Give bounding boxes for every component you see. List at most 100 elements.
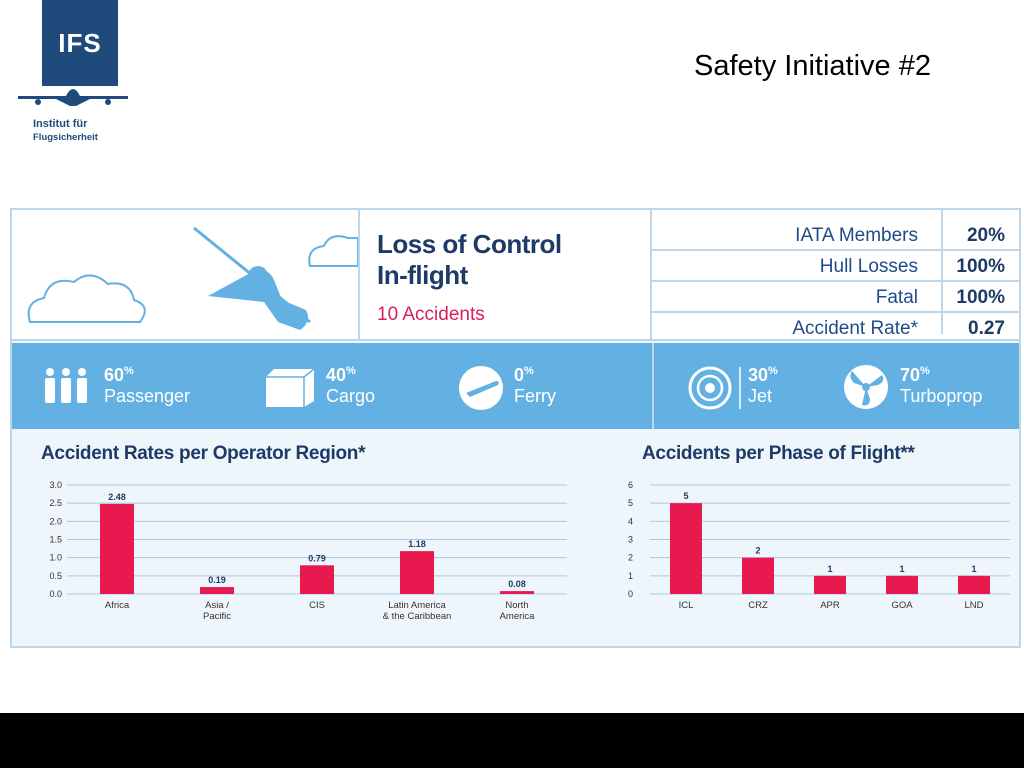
data-label: 2 <box>755 546 760 556</box>
x-tick-label: Asia / Pacific <box>203 600 231 622</box>
y-tick-label: 2 <box>628 553 633 563</box>
y-tick-label: 6 <box>628 480 633 490</box>
passenger-icon <box>45 368 87 403</box>
ferry-icon <box>459 366 503 410</box>
y-tick-label: 1.0 <box>49 553 62 563</box>
propulsion-label: Jet <box>748 386 773 406</box>
x-tick-label: GOA <box>891 600 913 611</box>
x-tick-label: APR <box>820 600 840 611</box>
logo-box <box>42 0 118 86</box>
logo-name-line2: Flugsicherheit <box>33 132 98 143</box>
turboprop-icon <box>844 365 888 409</box>
operation-label: Passenger <box>104 386 191 406</box>
data-label: 0.19 <box>208 575 226 585</box>
y-tick-label: 0.0 <box>49 589 62 599</box>
logo-letters: IFS <box>58 28 102 58</box>
logo-name: Institut für Flugsicherheit <box>33 118 133 144</box>
operation-label: Ferry <box>514 386 556 406</box>
bar <box>500 591 534 594</box>
bar <box>670 503 702 594</box>
stat-value: 20% <box>966 225 1005 246</box>
airplane-icon <box>18 89 128 106</box>
operation-value: 60% <box>104 365 134 385</box>
data-label: 1.18 <box>408 539 426 549</box>
cloud-icon <box>27 274 146 323</box>
stat-row-accident-rate: Accident Rate* 0.27 <box>652 313 1019 344</box>
x-tick-label: ICL <box>679 600 694 611</box>
stat-value: 100% <box>956 256 1005 277</box>
divider <box>650 210 652 339</box>
jet-icon <box>688 366 741 410</box>
bar <box>742 557 774 594</box>
propulsion-value: 30% <box>748 365 778 385</box>
logo-name-line1: Institut für <box>33 118 88 130</box>
category-title: Loss of Control In-flight <box>377 229 562 291</box>
x-tick-label: CIS <box>309 600 325 611</box>
data-label: 0.08 <box>508 579 526 589</box>
cloud-icon <box>308 235 358 267</box>
propulsion-value: 70% <box>900 365 930 385</box>
region-chart-title: Accident Rates per Operator Region* <box>41 443 366 464</box>
accident-count: 10 Accidents <box>377 304 485 325</box>
slide-title: Safety Initiative #2 <box>694 50 931 82</box>
stat-row-hull-losses: Hull Losses 100% <box>652 251 1019 282</box>
bar <box>100 503 134 594</box>
x-tick-label: CRZ <box>748 600 768 611</box>
operation-value: 40% <box>326 365 356 385</box>
data-label: 1 <box>971 564 976 574</box>
x-tick-label: Latin America & the Caribbean <box>383 600 452 622</box>
bar <box>300 565 334 594</box>
stat-label: Accident Rate* <box>792 318 918 339</box>
data-label: 5 <box>683 491 688 501</box>
category-title-line1: Loss of Control <box>377 229 562 259</box>
stat-label: Hull Losses <box>819 256 918 277</box>
stat-value: 0.27 <box>968 318 1005 339</box>
y-tick-label: 1 <box>628 571 633 581</box>
falling-aircraft-icon <box>208 270 308 330</box>
data-label: 1 <box>899 564 904 574</box>
x-tick-label: LND <box>964 600 983 611</box>
data-label: 1 <box>827 564 832 574</box>
y-tick-label: 4 <box>628 516 633 526</box>
bar <box>886 575 918 594</box>
phase-chart-title: Accidents per Phase of Flight** <box>642 443 915 464</box>
stat-label: IATA Members <box>795 225 918 246</box>
bar <box>814 575 846 594</box>
y-tick-label: 2.0 <box>49 516 62 526</box>
y-tick-label: 0.5 <box>49 571 62 581</box>
cargo-icon <box>266 368 315 407</box>
propulsion-label: Turboprop <box>900 386 983 406</box>
category-title-line2: In-flight <box>377 260 468 290</box>
infographic-panel: Loss of Control In-flight 10 Accidents I… <box>10 208 1021 648</box>
y-tick-label: 5 <box>628 498 633 508</box>
stat-row-iata-members: IATA Members 20% <box>652 220 1019 251</box>
data-label: 0.79 <box>308 553 326 563</box>
bar <box>958 575 990 594</box>
stat-label: Fatal <box>875 287 918 308</box>
y-tick-label: 2.5 <box>49 498 62 508</box>
operation-value: 0% <box>514 365 534 385</box>
bar <box>400 551 434 594</box>
x-tick-label: North America <box>500 600 536 622</box>
footer-bar <box>0 713 1024 768</box>
loss-of-control-illustration <box>27 226 358 330</box>
divider <box>358 210 360 339</box>
operation-label: Cargo <box>326 386 376 406</box>
operations-band: 60% Passenger 40% Cargo 0% Ferry <box>12 343 1019 429</box>
y-tick-label: 1.5 <box>49 535 62 545</box>
stat-value: 100% <box>956 287 1005 308</box>
region-bar-chart: 0.0 0.5 1.0 1.5 2.0 2.5 3.0 2.48 Africa 0.19 Asia … <box>49 480 567 622</box>
bar <box>200 587 234 594</box>
data-label: 2.48 <box>108 492 126 502</box>
stat-row-fatal: Fatal 100% <box>652 282 1019 313</box>
stat-separator <box>941 210 943 334</box>
band-divider <box>652 343 654 429</box>
top-band: Loss of Control In-flight 10 Accidents I… <box>12 210 1019 341</box>
ifs-logo: IFS Institut für Flugsicherheit <box>16 0 130 150</box>
phase-bar-chart: 0 1 2 3 4 5 6 5 ICL 2 CRZ 1 APR 1 GOA 1 LND <box>628 480 1010 611</box>
x-tick-label: Africa <box>105 600 130 611</box>
y-tick-label: 3 <box>628 535 633 545</box>
y-tick-label: 3.0 <box>49 480 62 490</box>
y-tick-label: 0 <box>628 589 633 599</box>
